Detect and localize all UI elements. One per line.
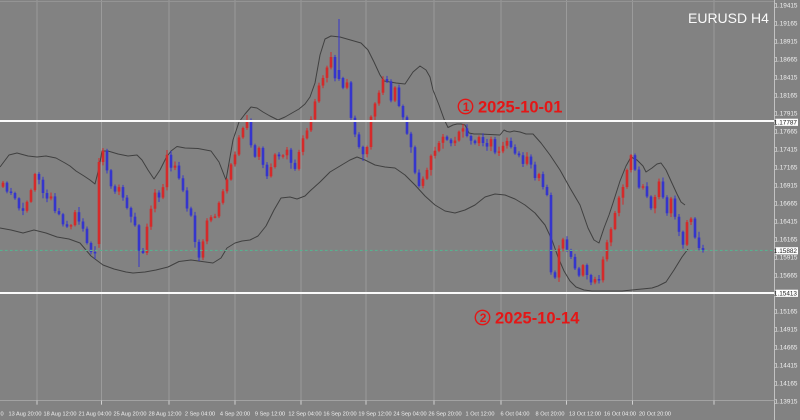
svg-text:24 Sep 04:00: 24 Sep 04:00: [393, 412, 426, 418]
svg-text:13 Aug 20:00: 13 Aug 20:00: [9, 412, 42, 418]
svg-text:18 Aug 12:00: 18 Aug 12:00: [44, 412, 77, 418]
svg-text:1.14415: 1.14415: [774, 362, 798, 369]
svg-text:1.15165: 1.15165: [774, 308, 798, 315]
svg-text:12 Sep 04:00: 12 Sep 04:00: [288, 412, 321, 418]
svg-text:1.18415: 1.18415: [774, 74, 798, 81]
svg-text:0: 0: [0, 412, 3, 418]
svg-text:1.17665: 1.17665: [774, 128, 798, 135]
svg-text:6 Oct 04:00: 6 Oct 04:00: [501, 412, 530, 418]
svg-text:1.17165: 1.17165: [774, 164, 798, 171]
svg-text:1.14915: 1.14915: [774, 326, 798, 333]
svg-text:9 Sep 12:00: 9 Sep 12:00: [255, 412, 285, 418]
svg-text:1.15413: 1.15413: [774, 291, 798, 298]
svg-text:1: 1: [463, 100, 470, 114]
svg-text:1.15882: 1.15882: [774, 248, 798, 255]
svg-text:1.17415: 1.17415: [774, 146, 798, 153]
svg-text:1.16415: 1.16415: [774, 218, 798, 225]
svg-text:1.19415: 1.19415: [774, 2, 798, 9]
svg-text:1.16915: 1.16915: [774, 182, 798, 189]
svg-text:16 Oct 04:00: 16 Oct 04:00: [604, 412, 636, 418]
svg-text:EURUSD: EURUSD: [688, 10, 747, 26]
svg-text:2: 2: [480, 311, 487, 325]
svg-text:19 Sep 12:00: 19 Sep 12:00: [358, 412, 391, 418]
svg-text:1.16665: 1.16665: [774, 200, 798, 207]
svg-text:21 Aug 04:00: 21 Aug 04:00: [79, 412, 112, 418]
svg-text:26 Sep 20:00: 26 Sep 20:00: [428, 412, 461, 418]
svg-text:1 Oct 12:00: 1 Oct 12:00: [466, 412, 495, 418]
svg-text:1.17787: 1.17787: [774, 120, 798, 127]
svg-text:1.14165: 1.14165: [774, 380, 798, 387]
svg-text:1.15665: 1.15665: [774, 272, 798, 279]
svg-text:16 Sep 20:00: 16 Sep 20:00: [323, 412, 356, 418]
svg-text:1.18915: 1.18915: [774, 38, 798, 45]
svg-text:2025-10-01: 2025-10-01: [478, 99, 562, 117]
svg-text:1.17915: 1.17915: [774, 110, 798, 117]
svg-text:1.19165: 1.19165: [774, 20, 798, 27]
svg-text:1.16165: 1.16165: [774, 236, 798, 243]
svg-text:25 Aug 20:00: 25 Aug 20:00: [114, 412, 147, 418]
svg-text:4 Sep 20:00: 4 Sep 20:00: [220, 412, 250, 418]
svg-text:8 Oct 20:00: 8 Oct 20:00: [536, 412, 565, 418]
svg-text:1.14665: 1.14665: [774, 344, 798, 351]
svg-text:2 Sep 04:00: 2 Sep 04:00: [185, 412, 215, 418]
svg-text:1.13915: 1.13915: [774, 398, 798, 405]
svg-text:2025-10-14: 2025-10-14: [495, 310, 580, 328]
svg-text:1.15915: 1.15915: [774, 254, 798, 261]
svg-text:28 Aug 12:00: 28 Aug 12:00: [149, 412, 182, 418]
svg-text:1.18165: 1.18165: [774, 92, 798, 99]
svg-text:1.18665: 1.18665: [774, 56, 798, 63]
svg-text:13 Oct 12:00: 13 Oct 12:00: [569, 412, 601, 418]
svg-text:H4: H4: [751, 10, 769, 26]
svg-text:20 Oct 20:00: 20 Oct 20:00: [639, 412, 671, 418]
